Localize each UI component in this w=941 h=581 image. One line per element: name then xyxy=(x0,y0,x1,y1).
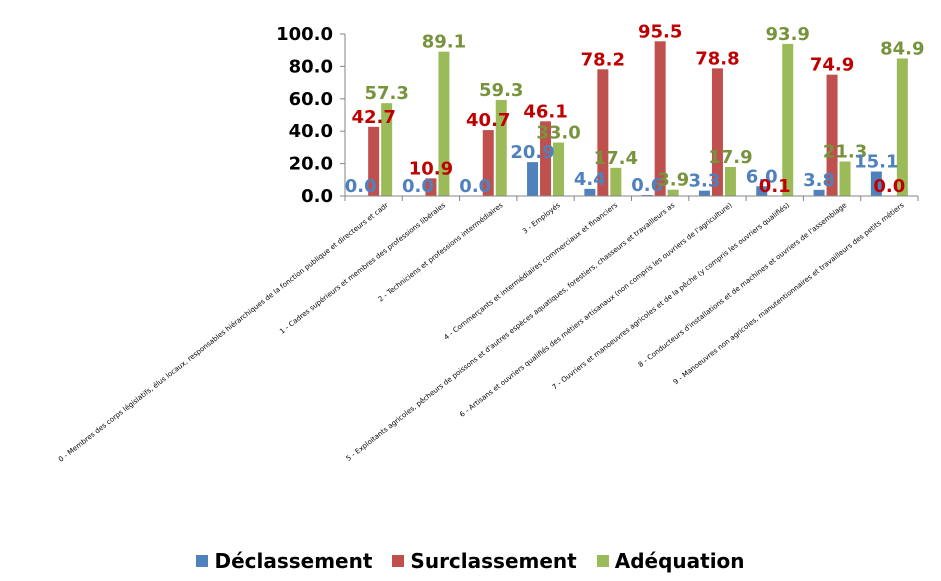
data-label: 40.7 xyxy=(466,110,510,131)
category-label: 9 - Manoeuvres non agricoles, manutentio… xyxy=(672,201,906,386)
data-label: 42.7 xyxy=(351,107,395,128)
bar-adquation xyxy=(553,142,565,196)
data-label: 10.9 xyxy=(409,158,453,179)
category-label: 3 - Employés xyxy=(521,201,562,235)
legend-label: Déclassement xyxy=(214,549,373,573)
bar-adquation xyxy=(495,99,507,196)
category-label: 0 - Membres des corps législatifs, élus … xyxy=(57,201,390,464)
data-label: 17.4 xyxy=(594,148,638,169)
data-label: 0.0 xyxy=(459,176,491,197)
data-label: 15.1 xyxy=(854,152,898,173)
bars xyxy=(368,41,908,196)
y-tick-label: 0.0 xyxy=(301,186,333,207)
data-label: 46.1 xyxy=(523,101,567,122)
data-label: 0.0 xyxy=(873,176,905,197)
bar-adquation xyxy=(381,103,393,196)
bar-surclassement xyxy=(540,121,552,196)
y-axis-ticks: 0.0 20.0 40.0 60.0 80.0 100.0 xyxy=(276,24,333,207)
data-label: 33.0 xyxy=(536,123,580,144)
bar-dclassement xyxy=(584,188,596,196)
category-labels: 0 - Membres des corps législatifs, élus … xyxy=(57,201,906,464)
data-label: 0.0 xyxy=(345,176,377,197)
bar-surclassement xyxy=(425,178,437,196)
bar-surclassement xyxy=(654,41,666,196)
data-label: 59.3 xyxy=(479,80,523,101)
bar-dclassement xyxy=(698,190,710,196)
bar-dclassement xyxy=(870,171,882,196)
category-label: 6 - Artisans et ouvriers qualifiés des m… xyxy=(458,201,734,419)
bar-adquation xyxy=(839,161,851,196)
data-label: 78.8 xyxy=(695,48,739,69)
bar-dclassement xyxy=(756,186,768,196)
legend: Déclassement Surclassement Adéquation xyxy=(0,546,941,576)
legend-swatch xyxy=(196,555,209,567)
legend-item: Déclassement xyxy=(196,549,372,573)
legend-item: Adéquation xyxy=(596,549,745,573)
y-tick-label: 100.0 xyxy=(276,24,333,45)
data-label: 20.9 xyxy=(510,142,554,163)
data-label: 93.9 xyxy=(766,24,810,45)
bar-adquation xyxy=(896,58,908,196)
axes xyxy=(340,33,919,201)
data-label: 0.1 xyxy=(759,176,791,197)
data-label: 3.3 xyxy=(689,171,721,192)
data-label: 95.5 xyxy=(638,21,682,42)
data-label: 4.4 xyxy=(574,169,606,190)
bar-adquation xyxy=(610,167,622,196)
legend-label: Surclassement xyxy=(410,549,577,573)
data-label: 89.1 xyxy=(422,32,466,53)
data-label: 74.9 xyxy=(810,55,854,76)
bar-adquation xyxy=(667,189,679,196)
category-label: 2 - Techniciens et professions intermédi… xyxy=(377,201,505,303)
data-label: 3.9 xyxy=(657,170,689,191)
y-tick-label: 20.0 xyxy=(289,154,333,175)
data-label: 84.9 xyxy=(880,38,924,59)
data-labels: 0.042.757.30.010.989.10.040.759.320.946.… xyxy=(345,21,925,197)
bar-surclassement xyxy=(826,74,838,196)
legend-item: Surclassement xyxy=(392,549,577,573)
data-label: 6.0 xyxy=(746,166,778,187)
bar-adquation xyxy=(782,43,794,196)
bar-surclassement xyxy=(711,68,723,196)
data-label: 0.6 xyxy=(631,175,663,196)
data-label: 17.9 xyxy=(708,147,752,168)
category-label: 8 - Conducteurs d'installations et de ma… xyxy=(637,201,848,369)
data-label: 78.2 xyxy=(581,49,625,70)
bar-surclassement xyxy=(597,69,609,196)
bar-dclassement xyxy=(527,162,539,196)
y-tick-label: 80.0 xyxy=(289,56,333,77)
y-tick-label: 40.0 xyxy=(289,121,333,142)
bar-surclassement xyxy=(368,126,380,196)
data-label: 0.0 xyxy=(402,176,434,197)
bar-dclassement xyxy=(813,189,825,196)
legend-label: Adéquation xyxy=(614,549,745,573)
legend-swatch xyxy=(596,555,609,567)
legend-swatch xyxy=(392,555,405,567)
data-label: 3.8 xyxy=(803,170,835,191)
bar-surclassement xyxy=(482,130,494,196)
y-tick-label: 60.0 xyxy=(289,89,333,110)
bar-adquation xyxy=(438,51,450,196)
bar-adquation xyxy=(724,167,736,196)
data-label: 21.3 xyxy=(823,141,867,162)
data-label: 57.3 xyxy=(364,83,408,104)
